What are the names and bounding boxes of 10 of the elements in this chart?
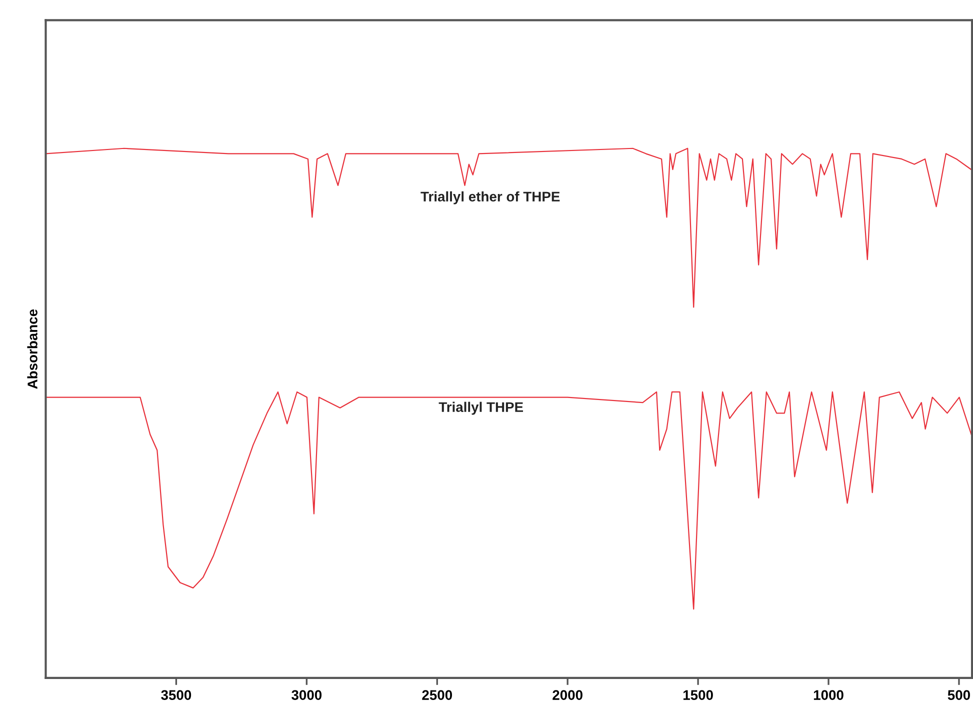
y-axis-title: Absorbance (27, 309, 38, 389)
x-tick-label: 3000 (292, 690, 322, 700)
x-tick-label: 3500 (161, 690, 192, 700)
x-tick-label: 2500 (422, 690, 452, 700)
x-tick-label: 1000 (814, 690, 844, 700)
x-tick-label: 2000 (552, 690, 582, 700)
x-tick-label: 1500 (683, 690, 713, 700)
series-label: Triallyl THPE (438, 402, 524, 415)
text: Triallyl ether of THPE (420, 191, 560, 204)
x-tick-label: 500 (948, 690, 970, 700)
